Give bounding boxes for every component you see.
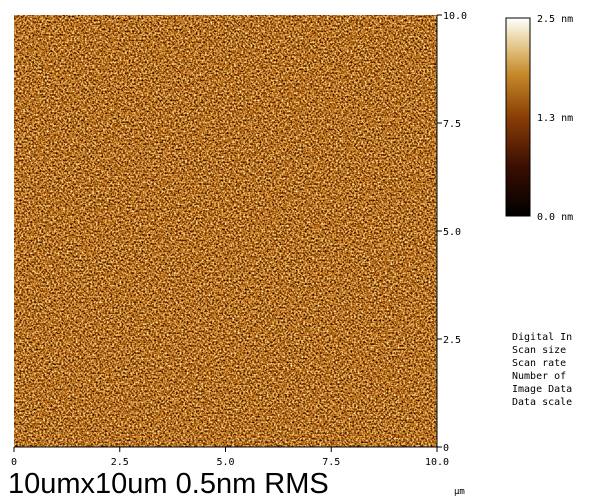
x-tick-label: 10.0 <box>425 457 449 468</box>
color-scale-bar <box>506 18 530 216</box>
parameter-list: Digital In Scan size Scan rate Number of Ima… <box>512 332 572 408</box>
parameter-line: Scan rate <box>512 358 566 369</box>
color-scale-label: 2.5 nm <box>537 14 573 25</box>
y-tick-label: 10.0 <box>443 11 467 22</box>
parameter-line: Number of <box>512 371 566 382</box>
caption: 10umx10um 0.5nm RMS <box>8 468 329 499</box>
color-scale-label: 1.3 nm <box>537 113 573 124</box>
parameter-line: Data scale <box>512 397 572 408</box>
x-tick-label: 2.5 <box>111 457 129 468</box>
afm-view: Digital In Scan size Scan rate Number of Ima… <box>0 0 600 499</box>
color-scale-label: 0.0 nm <box>537 212 573 223</box>
x-unit: µm <box>454 487 465 497</box>
parameter-line: Scan size <box>512 345 566 356</box>
afm-scan-image <box>14 15 437 447</box>
y-tick-label: 5.0 <box>443 227 461 238</box>
x-tick-label: 5.0 <box>216 457 234 468</box>
parameter-line: Image Data <box>512 384 572 395</box>
x-tick-label: 0 <box>11 457 17 468</box>
parameter-line: Digital In <box>512 332 572 343</box>
y-tick-label: 7.5 <box>443 119 461 130</box>
y-tick-label: 0 <box>443 443 449 454</box>
y-tick-label: 2.5 <box>443 335 461 346</box>
x-tick-label: 7.5 <box>322 457 340 468</box>
